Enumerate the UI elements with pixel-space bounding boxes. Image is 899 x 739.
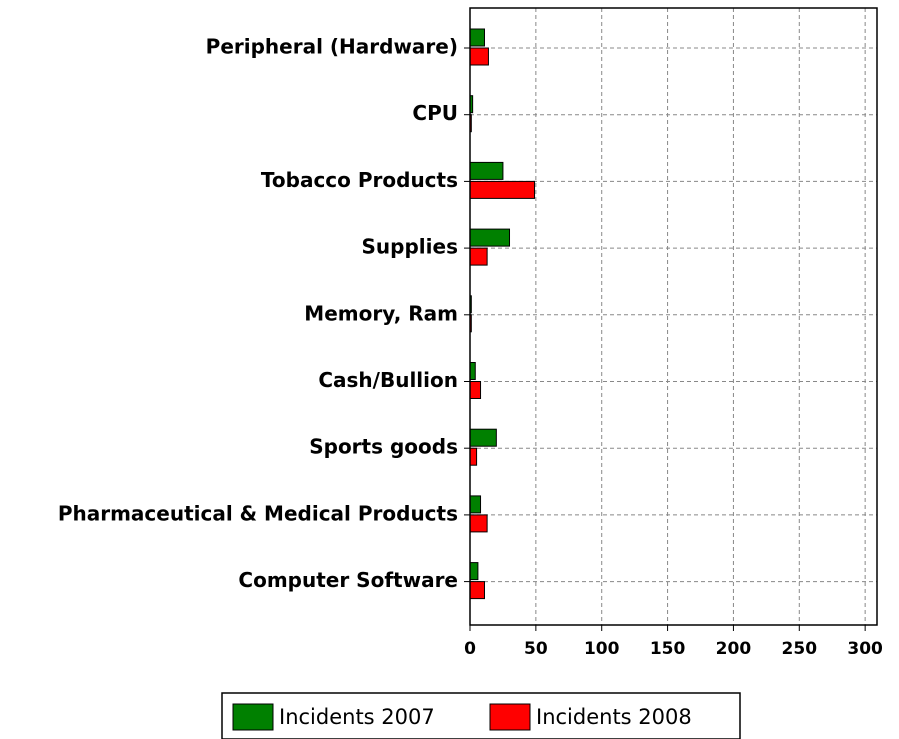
bar <box>469 228 511 247</box>
y-tick-label: Computer Software <box>238 568 458 592</box>
bar <box>469 562 479 581</box>
plot-area <box>470 8 877 625</box>
x-tick-label: 250 <box>782 639 818 659</box>
y-tick-label: Sports goods <box>309 435 458 459</box>
legend-box <box>221 692 741 739</box>
x-tick-label: 300 <box>847 639 883 659</box>
x-tick-label: 200 <box>716 639 752 659</box>
bar <box>469 47 489 66</box>
x-tick-label: 0 <box>464 639 476 659</box>
plot-border <box>469 7 878 626</box>
y-tick-label: Cash/Bullion <box>318 368 458 392</box>
bar <box>469 161 504 180</box>
bar <box>469 180 536 199</box>
x-tick-label: 50 <box>524 639 548 659</box>
bar <box>469 247 488 266</box>
bar <box>469 381 482 399</box>
y-tick-label: Supplies <box>362 235 458 259</box>
bar <box>469 428 497 447</box>
bar <box>469 447 478 466</box>
legend-label: Incidents 2008 <box>536 705 692 729</box>
legend-swatch <box>232 703 274 731</box>
bar <box>469 495 482 514</box>
legend-label: Incidents 2007 <box>279 705 435 729</box>
y-tick-label: Tobacco Products <box>261 168 458 192</box>
y-tick-label: Peripheral (Hardware) <box>206 35 458 59</box>
bar <box>469 514 488 533</box>
bar <box>469 362 476 380</box>
x-tick-label: 100 <box>584 639 620 659</box>
legend-swatch <box>489 703 531 731</box>
y-tick-label: CPU <box>412 101 458 125</box>
bar <box>469 28 485 47</box>
y-tick-label: Pharmaceutical & Medical Products <box>58 501 458 525</box>
bar <box>469 581 485 600</box>
x-tick-label: 150 <box>650 639 686 659</box>
y-tick-label: Memory, Ram <box>304 301 458 325</box>
